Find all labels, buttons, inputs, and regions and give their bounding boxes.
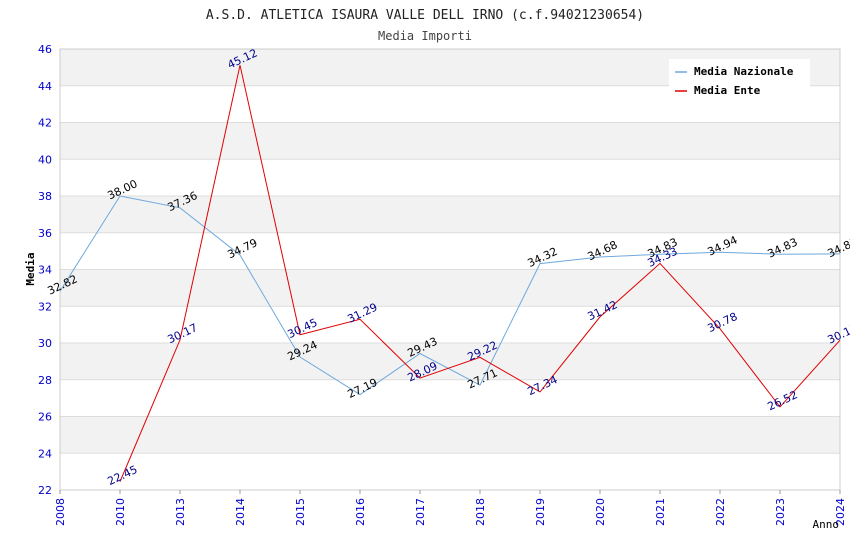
x-tick-label: 2015 <box>294 498 307 526</box>
x-tick-label: 2010 <box>114 498 127 526</box>
plot-background-bands <box>60 49 840 490</box>
plot-band <box>60 196 840 233</box>
chart-title: A.S.D. ATLETICA ISAURA VALLE DELL IRNO (… <box>206 8 644 23</box>
x-tick-label: 2019 <box>534 498 547 526</box>
legend: Media Nazionale Media Ente <box>669 59 810 103</box>
plot-band <box>60 269 840 307</box>
y-tick-label: 32 <box>38 300 52 313</box>
series-line-media-ente <box>119 65 841 482</box>
legend-label-media-nazionale: Media Nazionale <box>694 65 794 78</box>
x-tick-label: 2013 <box>174 498 187 526</box>
y-tick-label: 42 <box>38 117 52 130</box>
x-tick-label: 2022 <box>714 498 727 526</box>
x-tick-label: 2024 <box>834 498 847 526</box>
x-tick-label: 2016 <box>354 498 367 526</box>
chart-subtitle: Media Importi <box>378 29 472 43</box>
x-tick-label: 2020 <box>594 498 607 526</box>
x-axis: 2008 2010 2013 2014 2015 2016 2017 2018 2019 2020… <box>54 490 847 526</box>
legend-box <box>669 59 810 103</box>
plot-band <box>60 416 840 454</box>
plot-frame <box>59 48 841 491</box>
series-line-media-nazionale <box>59 195 841 396</box>
y-tick-label: 34 <box>38 264 52 277</box>
x-axis-title: Anno <box>813 518 840 531</box>
series-lines <box>59 65 841 482</box>
plot-band <box>60 379 840 417</box>
x-tick-label: 2017 <box>414 498 427 526</box>
y-tick-label: 44 <box>38 80 52 93</box>
y-tick-label: 24 <box>38 447 52 460</box>
x-tick-label: 2018 <box>474 498 487 526</box>
y-tick-label: 22 <box>38 484 52 497</box>
y-axis: 22 24 26 28 30 32 34 36 38 40 42 44 46 <box>38 43 52 497</box>
plot-band <box>60 453 840 490</box>
x-tick-label: 2008 <box>54 498 67 526</box>
x-tick-label: 2023 <box>774 498 787 526</box>
y-tick-label: 36 <box>38 227 52 240</box>
x-tick-label: 2014 <box>234 498 247 526</box>
plot-band <box>60 232 840 270</box>
x-tick-label: 2021 <box>654 498 667 526</box>
y-tick-label: 40 <box>38 153 52 166</box>
y-tick-label: 26 <box>38 411 52 424</box>
plot-band <box>60 159 840 196</box>
plot-band <box>60 122 840 160</box>
legend-label-media-ente: Media Ente <box>694 84 761 97</box>
y-tick-label: 30 <box>38 337 52 350</box>
y-tick-label: 28 <box>38 374 52 387</box>
y-tick-label: 46 <box>38 43 52 56</box>
plot-band <box>60 306 840 343</box>
y-tick-label: 38 <box>38 190 52 203</box>
plot-band <box>60 343 840 380</box>
y-axis-title: Media <box>24 252 37 285</box>
